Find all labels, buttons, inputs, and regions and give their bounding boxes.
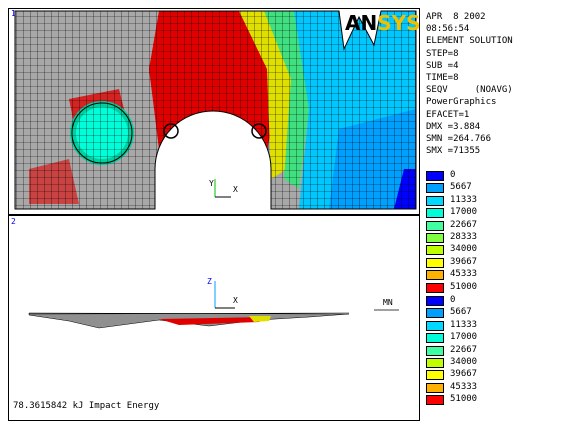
bottom-side-view bbox=[28, 281, 399, 329]
window-number-2: 2 bbox=[11, 217, 16, 226]
legend-label: 51000 bbox=[450, 394, 478, 405]
info-date: APR 8 2002 bbox=[426, 12, 486, 22]
plot-frame: 1 ANSYS Y X 2 Z X MN 78.3615842 kJ Impac… bbox=[8, 8, 420, 421]
legend-label: 17000 bbox=[450, 207, 478, 218]
info-smn: SMN =264.766 bbox=[426, 134, 492, 145]
legend-label: 39667 bbox=[450, 369, 478, 380]
solution-info: APR 8 2002 08:56:54 ELEMENT SOLUTION STE… bbox=[426, 11, 513, 157]
legend-row: 45333 bbox=[426, 382, 576, 394]
legend-row: 34000 bbox=[426, 244, 576, 256]
legend-swatch bbox=[426, 357, 444, 368]
legend-label: 11333 bbox=[450, 319, 478, 330]
top-axis-x-label: X bbox=[233, 185, 238, 194]
legend-swatch bbox=[426, 282, 444, 293]
legend-row: 39667 bbox=[426, 257, 576, 269]
legend-swatch bbox=[426, 270, 444, 281]
mn-marker-label: MN bbox=[383, 298, 393, 307]
legend-label: 11333 bbox=[450, 194, 478, 205]
legend-swatch bbox=[426, 171, 444, 181]
legend-row: 39667 bbox=[426, 369, 576, 381]
legend-swatch bbox=[426, 195, 444, 206]
legend-swatch bbox=[426, 208, 444, 219]
legend-label: 0 bbox=[450, 170, 456, 180]
legend-label: 17000 bbox=[450, 332, 478, 343]
window-number-1: 1 bbox=[11, 9, 16, 18]
legend-row: 28333 bbox=[426, 232, 576, 244]
ansys-logo: ANSYS bbox=[345, 11, 420, 35]
info-graphics: PowerGraphics bbox=[426, 97, 497, 108]
legend-label: 28333 bbox=[450, 231, 478, 242]
legend-row: 11333 bbox=[426, 320, 576, 332]
legend-row: 5667 bbox=[426, 307, 576, 319]
legend-swatch bbox=[426, 370, 444, 381]
legend-swatch bbox=[426, 296, 444, 306]
legend-label: 39667 bbox=[450, 256, 478, 267]
legend-label: 45333 bbox=[450, 269, 478, 280]
legend-label: 34000 bbox=[450, 356, 478, 367]
legend-row: 22667 bbox=[426, 345, 576, 357]
legend-bottom: 0 5667 11333 17000 22667 34000 39667 45333 51000 bbox=[426, 295, 576, 407]
legend-swatch bbox=[426, 320, 444, 331]
bottom-axis-x-label: X bbox=[233, 296, 238, 305]
legend-swatch bbox=[426, 345, 444, 356]
info-time: 08:56:54 bbox=[426, 24, 470, 35]
legend-row: 5667 bbox=[426, 182, 576, 194]
info-step: STEP=8 bbox=[426, 48, 459, 59]
viewport-divider bbox=[9, 214, 419, 216]
legend-row: 51000 bbox=[426, 282, 576, 294]
legend-row: 11333 bbox=[426, 195, 576, 207]
legend-label: 51000 bbox=[450, 281, 478, 292]
legend-row: 0 bbox=[426, 170, 576, 182]
legend-swatch bbox=[426, 232, 444, 243]
legend-row: 0 bbox=[426, 295, 576, 307]
legend-label: 0 bbox=[450, 295, 456, 305]
info-efacet: EFACET=1 bbox=[426, 109, 470, 120]
legend-swatch bbox=[426, 257, 444, 268]
legend-label: 34000 bbox=[450, 244, 478, 255]
legend-swatch bbox=[426, 220, 444, 231]
top-contour-view bbox=[14, 10, 417, 210]
info-time-value: TIME=8 bbox=[426, 73, 459, 84]
legend-row: 51000 bbox=[426, 394, 576, 406]
info-seqv: SEQV (NOAVG) bbox=[426, 85, 513, 96]
legend-label: 22667 bbox=[450, 219, 478, 230]
legend-row: 17000 bbox=[426, 207, 576, 219]
legend-swatch bbox=[426, 245, 444, 256]
legend-swatch bbox=[426, 395, 444, 406]
legend-label: 5667 bbox=[450, 182, 472, 193]
info-dmx: DMX =3.884 bbox=[426, 121, 481, 132]
legend-top: 0 5667 11333 17000 22667 28333 34000 39667 45333… bbox=[426, 170, 576, 294]
legend-label: 5667 bbox=[450, 307, 472, 318]
legend-row: 45333 bbox=[426, 269, 576, 281]
info-smx: SMX =71355 bbox=[426, 146, 481, 157]
legend-swatch bbox=[426, 333, 444, 344]
legend-row: 22667 bbox=[426, 220, 576, 232]
top-axis-y-label: Y bbox=[209, 179, 214, 188]
legend-swatch bbox=[426, 382, 444, 393]
bottom-axis-z-label: Z bbox=[207, 277, 212, 286]
legend-row: 34000 bbox=[426, 357, 576, 369]
info-mode: ELEMENT SOLUTION bbox=[426, 36, 513, 47]
impact-energy-label: 78.3615842 kJ Impact Energy bbox=[13, 401, 160, 411]
legend-label: 22667 bbox=[450, 344, 478, 355]
info-sub: SUB =4 bbox=[426, 60, 459, 71]
legend-row: 17000 bbox=[426, 332, 576, 344]
legend-label: 45333 bbox=[450, 381, 478, 392]
legend-swatch bbox=[426, 308, 444, 319]
legend-swatch bbox=[426, 183, 444, 194]
